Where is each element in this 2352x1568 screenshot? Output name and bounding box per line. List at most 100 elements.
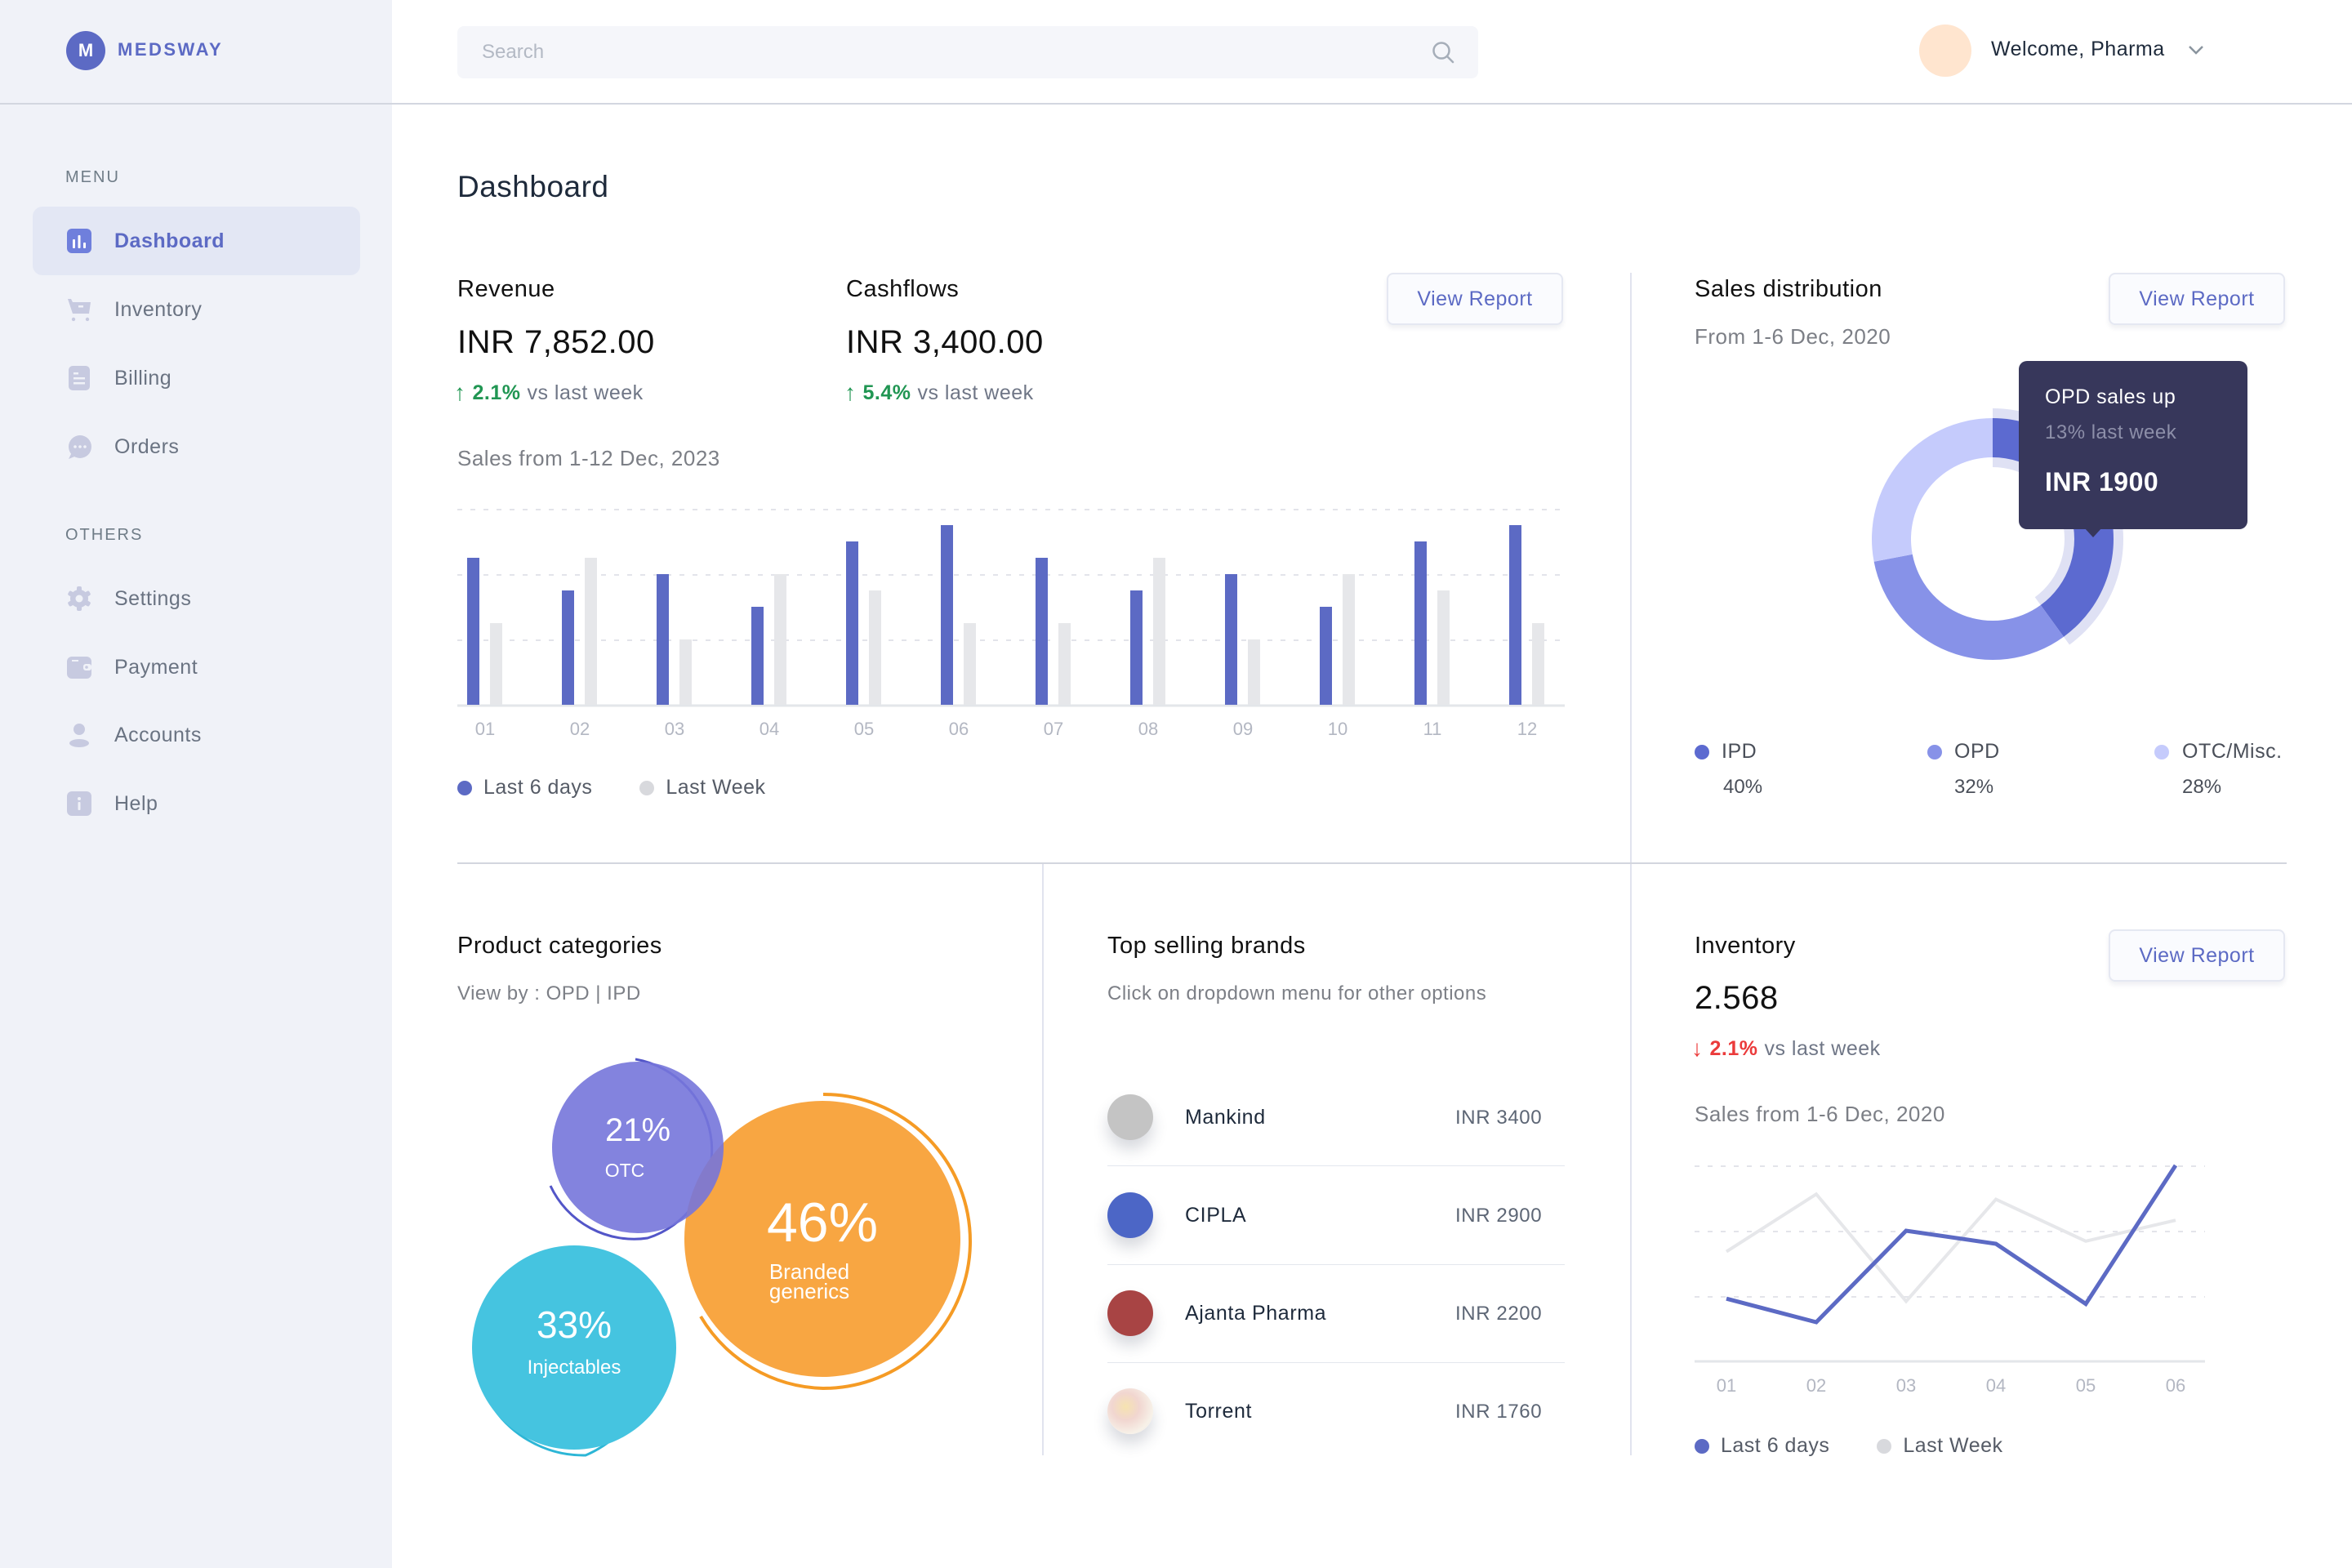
sidebar-item-orders[interactable]: Orders [33,412,360,481]
legend-dot-otc [2154,745,2169,760]
x-axis-label: 07 [1043,719,1064,739]
bar-last-week[interactable] [1153,558,1165,705]
inventory-view-report-button[interactable]: View Report [2109,929,2285,982]
logo-icon[interactable]: M [66,31,105,70]
brand-row[interactable]: CIPLA INR 2900 [1107,1166,1565,1265]
bar-last-6-days[interactable] [1509,525,1521,705]
inventory-change-text: vs last week [1764,1036,1881,1060]
inventory-title: Inventory [1695,933,1796,959]
bar-last-week[interactable] [964,623,976,705]
sidebar-item-payment[interactable]: Payment [33,633,360,702]
tooltip-title: OPD sales up [2045,385,2176,408]
legend-dot-ipd [1695,745,1709,760]
revenue-change-pct: 2.1% [472,381,521,404]
bar-last-6-days[interactable] [1414,541,1427,705]
inventory-subtitle: Sales from 1-6 Dec, 2020 [1695,1102,1945,1126]
top-header: Welcome, Pharma [392,0,2352,105]
sidebar-item-accounts[interactable]: Accounts [33,701,360,769]
bubble-pct: 21% [604,1112,671,1148]
sidebar-item-label: Billing [114,366,172,390]
arrow-down-icon: ↓ [1691,1036,1704,1061]
avatar[interactable] [1919,24,1971,77]
distribution-view-report-button[interactable]: View Report [2109,273,2285,325]
bar-last-6-days[interactable] [1225,574,1237,705]
bar-last-6-days[interactable] [467,558,479,705]
sidebar-item-label: Help [114,791,158,815]
bar-last-week[interactable] [1437,590,1450,705]
bar-last-week[interactable] [1248,639,1260,705]
x-axis-label: 12 [1517,719,1538,739]
donut-segment-opd[interactable] [1873,554,2064,660]
bubble-otc[interactable]: 21% OTC [552,1062,724,1233]
bar-last-6-days[interactable] [1036,558,1048,705]
bar-last-6-days[interactable] [1130,590,1143,705]
revenue-change: ↑ 2.1% vs last week [454,380,644,406]
top-brands-subtitle: Click on dropdown menu for other options [1107,982,1487,1004]
page-title: Dashboard [457,170,609,203]
x-axis-label: 02 [1806,1375,1827,1396]
tooltip-pointer [2084,528,2102,537]
sales-view-report-button[interactable]: View Report [1387,273,1563,325]
sidebar-item-billing[interactable]: Billing [33,344,360,412]
cart-icon [68,299,91,322]
row-divider [1107,1362,1565,1363]
brand-value: INR 3400 [1455,1107,1543,1129]
sidebar-item-label: Orders [114,434,180,458]
sidebar-item-dashboard[interactable]: Dashboard [33,207,360,275]
bar-last-week[interactable] [585,558,597,705]
sales-distribution-subtitle: From 1-6 Dec, 2020 [1695,324,1891,349]
legend-label: Last Week [1903,1434,2003,1457]
line-last-6-days[interactable] [1726,1164,2178,1325]
sidebar-item-inventory[interactable]: Inventory [33,275,360,344]
bar-last-6-days[interactable] [562,590,574,705]
arrow-up-icon: ↑ [454,380,466,405]
bar-last-week[interactable] [679,639,692,705]
search-box[interactable] [457,26,1478,78]
legend-label: Last 6 days [1721,1434,1830,1457]
bubble-label: Injectables [527,1356,621,1379]
bar-last-week[interactable] [869,590,881,705]
donut-tooltip: OPD sales up 13% last week INR 1900 [2019,361,2247,529]
sales-distribution-title: Sales distribution [1695,276,1882,302]
chevron-down-icon[interactable] [2187,41,2205,59]
bar-last-6-days[interactable] [657,574,669,705]
donut-segment-otc[interactable] [1872,418,1993,562]
bar-last-6-days[interactable] [751,607,764,705]
user-menu-label[interactable]: Welcome, Pharma [1991,38,2165,60]
brand-row[interactable]: Ajanta Pharma INR 2200 [1107,1264,1565,1363]
bar-last-week[interactable] [490,623,502,705]
search-input[interactable] [482,26,1421,78]
sales-chart-legend: Last 6 days Last Week [457,776,766,800]
bar-last-week[interactable] [1058,623,1071,705]
bubble-label: generics [768,1279,850,1303]
bar-last-6-days[interactable] [846,541,858,705]
bubble-branded-generics[interactable]: 46% Branded generics [684,1101,960,1377]
legend-label: Last 6 days [483,776,593,799]
brand-logo-icon [1107,1290,1153,1336]
line-last-week[interactable] [1725,1192,2176,1304]
sidebar-item-help[interactable]: Help [33,769,360,838]
bar-last-week[interactable] [1343,574,1355,705]
x-axis-label: 04 [1985,1375,2007,1396]
bubble-injectables[interactable]: 33% Injectables [472,1245,676,1450]
bar-last-week[interactable] [774,574,786,705]
search-icon[interactable] [1431,40,1455,65]
sidebar-item-settings[interactable]: Settings [33,564,360,633]
x-axis-label: 02 [569,719,590,739]
bar-last-6-days[interactable] [1320,607,1332,705]
brand-name[interactable]: MEDSWAY [118,39,224,60]
brand-row[interactable]: Mankind INR 3400 [1107,1068,1565,1166]
x-axis-label: 08 [1138,719,1159,739]
bar-last-6-days[interactable] [941,525,953,705]
brand-row[interactable]: Torrent INR 1760 [1107,1362,1565,1460]
cashflows-change: ↑ 5.4% vs last week [844,380,1034,406]
gear-icon [68,586,91,611]
row-divider [1107,1165,1565,1166]
bar-last-week[interactable] [1532,623,1544,705]
legend-value-otc: 28% [2182,776,2222,798]
tooltip-subtitle: 13% last week [2045,421,2177,443]
revenue-title: Revenue [457,276,555,302]
product-categories-subtitle[interactable]: View by : OPD | IPD [457,982,641,1004]
legend-dot [1877,1438,1892,1454]
arrow-up-icon: ↑ [844,380,857,405]
